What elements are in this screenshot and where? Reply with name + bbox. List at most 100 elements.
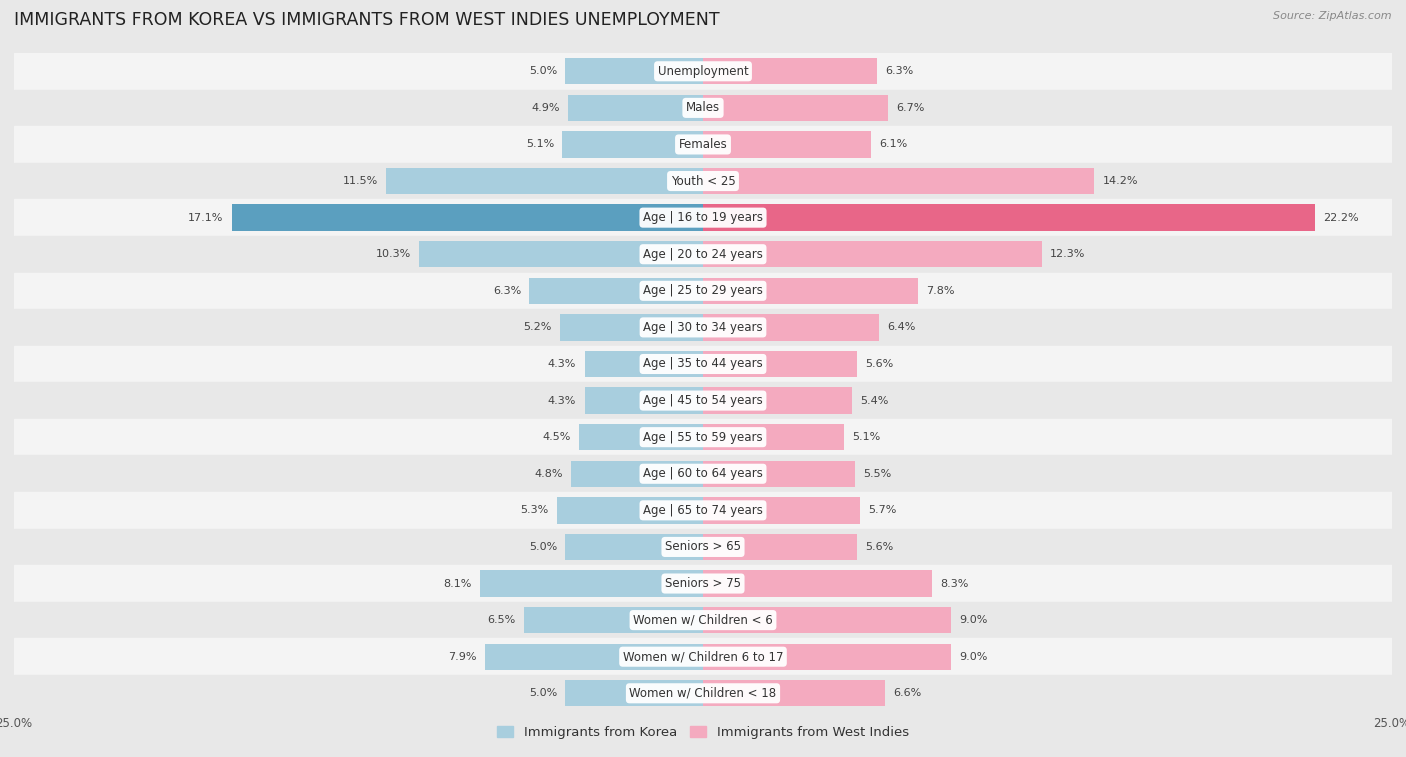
Text: 5.0%: 5.0% [529,67,557,76]
Text: 5.6%: 5.6% [866,542,894,552]
Text: Source: ZipAtlas.com: Source: ZipAtlas.com [1274,11,1392,21]
Text: 11.5%: 11.5% [343,176,378,186]
Text: Unemployment: Unemployment [658,65,748,78]
Bar [14,89,1392,126]
Bar [14,528,1392,565]
Text: 6.3%: 6.3% [884,67,912,76]
Bar [14,273,1392,309]
Text: 5.0%: 5.0% [529,542,557,552]
Bar [14,346,1392,382]
Text: Age | 20 to 24 years: Age | 20 to 24 years [643,248,763,260]
Bar [14,456,1392,492]
Bar [703,314,879,341]
Text: IMMIGRANTS FROM KOREA VS IMMIGRANTS FROM WEST INDIES UNEMPLOYMENT: IMMIGRANTS FROM KOREA VS IMMIGRANTS FROM… [14,11,720,30]
Text: Age | 25 to 29 years: Age | 25 to 29 years [643,285,763,298]
Bar [703,58,876,85]
Bar [703,534,858,560]
Bar [703,350,858,377]
Text: 4.5%: 4.5% [543,432,571,442]
Text: 4.3%: 4.3% [548,359,576,369]
Text: 12.3%: 12.3% [1050,249,1085,259]
Legend: Immigrants from Korea, Immigrants from West Indies: Immigrants from Korea, Immigrants from W… [492,721,914,744]
Text: 17.1%: 17.1% [188,213,224,223]
Text: 7.8%: 7.8% [927,286,955,296]
Text: Youth < 25: Youth < 25 [671,175,735,188]
Bar [703,241,1042,267]
Bar [14,638,1392,675]
Bar [703,643,950,670]
Text: 5.6%: 5.6% [866,359,894,369]
Bar [585,388,703,414]
Bar [14,126,1392,163]
Bar [703,460,855,487]
Text: 9.0%: 9.0% [959,652,987,662]
Bar [703,168,1094,195]
Bar [530,278,703,304]
Bar [703,680,884,706]
Text: Age | 30 to 34 years: Age | 30 to 34 years [643,321,763,334]
Bar [703,424,844,450]
Bar [14,675,1392,712]
Bar [232,204,703,231]
Text: 8.1%: 8.1% [443,578,471,588]
Bar [579,424,703,450]
Bar [14,565,1392,602]
Bar [703,388,852,414]
Text: Age | 16 to 19 years: Age | 16 to 19 years [643,211,763,224]
Text: 4.9%: 4.9% [531,103,560,113]
Text: 5.2%: 5.2% [523,322,551,332]
Text: 22.2%: 22.2% [1323,213,1358,223]
Bar [562,131,703,157]
Bar [14,492,1392,528]
Text: 5.5%: 5.5% [863,469,891,478]
Bar [565,680,703,706]
Bar [14,236,1392,273]
Bar [14,309,1392,346]
Bar [703,497,860,524]
Text: 4.8%: 4.8% [534,469,562,478]
Text: 6.1%: 6.1% [879,139,908,149]
Text: 10.3%: 10.3% [375,249,411,259]
Text: Age | 55 to 59 years: Age | 55 to 59 years [643,431,763,444]
Bar [14,53,1392,89]
Bar [557,497,703,524]
Bar [571,460,703,487]
Bar [568,95,703,121]
Text: 4.3%: 4.3% [548,396,576,406]
Bar [479,570,703,597]
Bar [565,534,703,560]
Text: 9.0%: 9.0% [959,615,987,625]
Bar [585,350,703,377]
Text: 6.5%: 6.5% [488,615,516,625]
Bar [703,570,932,597]
Text: 5.7%: 5.7% [869,506,897,516]
Text: Women w/ Children 6 to 17: Women w/ Children 6 to 17 [623,650,783,663]
Text: Age | 45 to 54 years: Age | 45 to 54 years [643,394,763,407]
Bar [560,314,703,341]
Text: 5.3%: 5.3% [520,506,548,516]
Bar [14,419,1392,456]
Text: 6.7%: 6.7% [896,103,924,113]
Text: Age | 65 to 74 years: Age | 65 to 74 years [643,504,763,517]
Bar [703,131,872,157]
Text: 8.3%: 8.3% [941,578,969,588]
Bar [703,204,1315,231]
Bar [703,607,950,634]
Bar [14,163,1392,199]
Bar [485,643,703,670]
Text: 7.9%: 7.9% [449,652,477,662]
Bar [387,168,703,195]
Text: Women w/ Children < 6: Women w/ Children < 6 [633,614,773,627]
Text: Seniors > 75: Seniors > 75 [665,577,741,590]
Text: 6.4%: 6.4% [887,322,917,332]
Bar [524,607,703,634]
Text: 14.2%: 14.2% [1102,176,1137,186]
Text: 6.6%: 6.6% [893,688,921,698]
Text: Age | 60 to 64 years: Age | 60 to 64 years [643,467,763,480]
Bar [565,58,703,85]
Text: 5.4%: 5.4% [860,396,889,406]
Bar [419,241,703,267]
Bar [703,95,887,121]
Bar [703,278,918,304]
Text: 5.1%: 5.1% [852,432,880,442]
